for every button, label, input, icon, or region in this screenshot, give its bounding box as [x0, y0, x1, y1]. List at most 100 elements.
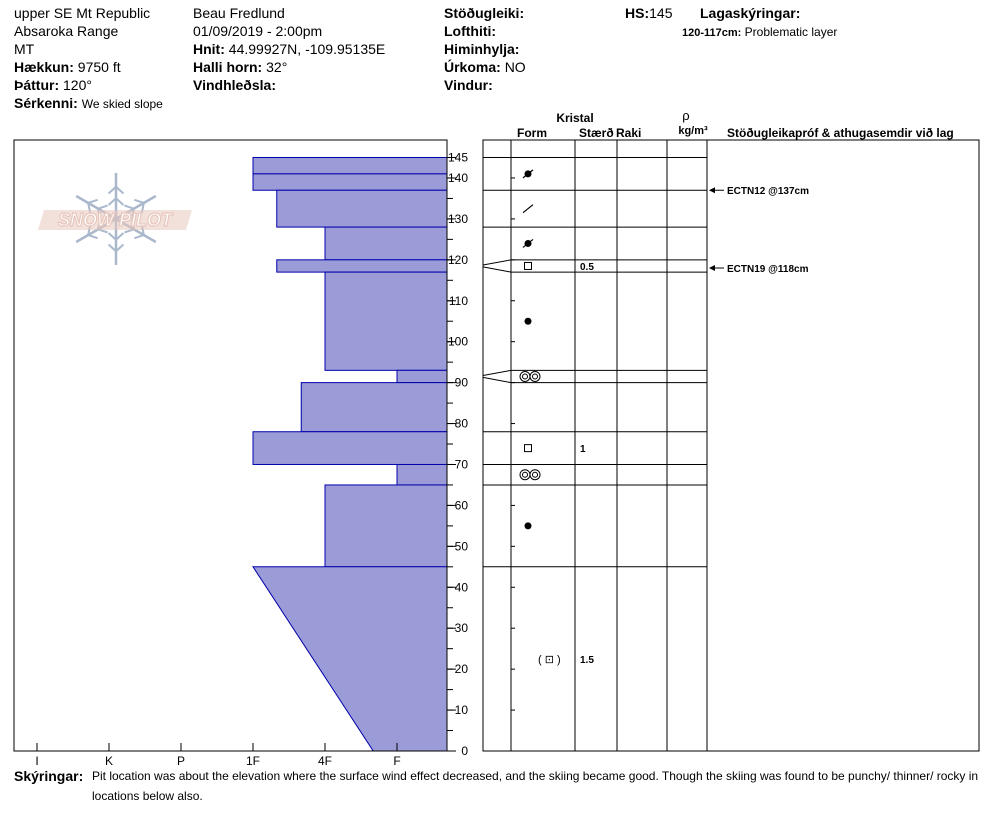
datetime: 01/09/2019 - 2:00pm — [193, 23, 323, 39]
crystal-form-melt-icon — [519, 370, 541, 382]
air-temp-label: Lofthiti: — [444, 23, 497, 39]
hardness-layer-0 — [252, 157, 448, 175]
decomposing-slash — [522, 238, 534, 248]
snow-profile-chart: Kristal Form Stærð Raki ρ kg/m³ Stöðugle… — [13, 108, 980, 766]
depth-label-80: 80 — [455, 417, 469, 431]
crystal-form-rounded-icon — [524, 522, 532, 530]
hardness-layer-3 — [324, 226, 448, 261]
elevation-value: 9750 ft — [77, 59, 121, 75]
snowflake-branch-icon — [115, 197, 125, 206]
snowflake-branch-icon — [107, 197, 117, 206]
rounded-grain-icon — [524, 317, 532, 325]
precip-row: Úrkoma: NO — [444, 58, 526, 76]
coords-row: Hnit: 44.99927N, -109.95135E — [193, 40, 385, 58]
rho-header: ρ — [682, 108, 689, 123]
hardness-layer-9 — [396, 463, 448, 486]
hardness-label-K: K — [105, 754, 113, 766]
air-temp-row: Lofthiti: — [444, 22, 496, 40]
depth-label-30: 30 — [455, 621, 469, 635]
depth-label-60: 60 — [455, 498, 469, 512]
facet-square-icon — [524, 261, 532, 270]
snowpilot-logo: SNOW PILOT — [38, 173, 192, 265]
melt-ring-inner — [532, 373, 538, 380]
hardness-frame — [13, 139, 448, 752]
legend-range: 120-117cm: — [682, 27, 742, 39]
coords-label: Hnit: — [193, 41, 225, 57]
elevation-label: Hækkun: — [14, 59, 74, 75]
decomposing-slash — [522, 169, 534, 179]
hs-label: HS: — [625, 5, 650, 21]
hs-value: 145 — [649, 5, 673, 21]
crystal-form-melt-icon — [519, 469, 541, 481]
crystal-header: Kristal — [556, 111, 593, 125]
snowflake-branch-icon — [115, 243, 125, 252]
wind-row: Vindur: — [444, 76, 493, 94]
layer-connector-93 — [482, 369, 512, 377]
crystal-form-decomposing-icon — [522, 238, 534, 248]
specifics-label: Sérkenni: — [14, 95, 78, 111]
hardness-layer-6 — [396, 369, 448, 384]
precip-value: NO — [504, 59, 526, 75]
depth-label-20: 20 — [455, 662, 469, 676]
stability-label: Stöðugleiki: — [444, 5, 525, 21]
hardness-layer-11 — [252, 566, 448, 752]
crystal-form-mixed-faceted-icon: ( ⊡ ) — [538, 654, 561, 666]
snowflake-branch-icon — [97, 204, 108, 210]
hardness-layer-4 — [276, 259, 448, 273]
aspect-row: Þáttur: 120° — [14, 76, 92, 94]
legend-row: 120-117cm: Problematic layer — [682, 23, 837, 42]
logo-text: SNOW PILOT — [58, 210, 174, 230]
crystal-form-faceted-icon — [524, 261, 532, 270]
melt-ring-outer — [529, 370, 541, 382]
location: upper SE Mt Republic — [14, 5, 151, 21]
crystal-size-9: 1.5 — [580, 655, 594, 666]
melt-ring-inner — [522, 373, 528, 380]
depth-label-40: 40 — [455, 580, 469, 594]
crystal-form-rounded-icon — [524, 317, 532, 325]
slope-label: Halli horn: — [193, 59, 263, 75]
depth-label-0: 0 — [461, 744, 468, 758]
hardness-layer-2 — [276, 189, 448, 228]
crystal-size-6: 1 — [580, 444, 586, 455]
facet-square-icon — [524, 444, 532, 453]
layer-connector-90 — [482, 376, 512, 384]
snowflake-branch-icon — [87, 234, 98, 240]
melt-ring-outer — [519, 469, 531, 481]
sky-row: Himinhylja: — [444, 40, 519, 58]
observer: Beau Fredlund — [193, 5, 285, 21]
mountain-range: Absaroka Range — [14, 23, 119, 39]
hardness-layer-1 — [252, 173, 448, 191]
size-header: Stærð — [579, 126, 614, 140]
depth-label-120: 120 — [448, 253, 468, 267]
hardness-layers — [252, 157, 448, 752]
depth-label-70: 70 — [455, 457, 469, 471]
slope-row: Halli horn: 32° — [193, 58, 287, 76]
logo-banner — [38, 210, 192, 230]
melt-ring-outer — [519, 370, 531, 382]
crystal-table: 0.5 1 ( ⊡ ) 1.5 — [482, 139, 980, 752]
snowflake-branch-icon — [115, 186, 125, 195]
density-unit: kg/m³ — [678, 125, 708, 137]
rounded-grain-icon — [524, 522, 532, 530]
wind-label: Vindur: — [444, 77, 493, 93]
mixed-faceted-symbol: ( ⊡ ) — [538, 654, 561, 666]
aspect-label: Þáttur: — [14, 77, 60, 93]
depth-label-100: 100 — [448, 335, 468, 349]
legend-title: Lagaskýringar: — [700, 5, 801, 21]
hardness-label-1F: 1F — [246, 754, 260, 766]
snowflake-branch-icon — [107, 243, 117, 252]
layer-connector-117 — [482, 266, 512, 273]
depth-label-140: 140 — [448, 171, 468, 185]
snowflake-branch-icon — [134, 234, 145, 240]
crystal-table-frame — [482, 139, 980, 752]
stability-tests: ECTN12 @137cm ECTN19 @118cm — [709, 186, 809, 275]
slope-value: 32° — [266, 59, 288, 75]
depth-label-90: 90 — [455, 376, 469, 390]
snowflake-branch-icon — [115, 232, 125, 241]
depth-label-145: 145 — [448, 151, 468, 165]
hardness-layer-10 — [324, 484, 448, 568]
comments-label: Skýringar: — [14, 768, 84, 784]
depth-label-110: 110 — [449, 294, 468, 308]
elevation-row: Hækkun: 9750 ft — [14, 58, 121, 76]
crystal-size-3: 0.5 — [580, 262, 594, 273]
